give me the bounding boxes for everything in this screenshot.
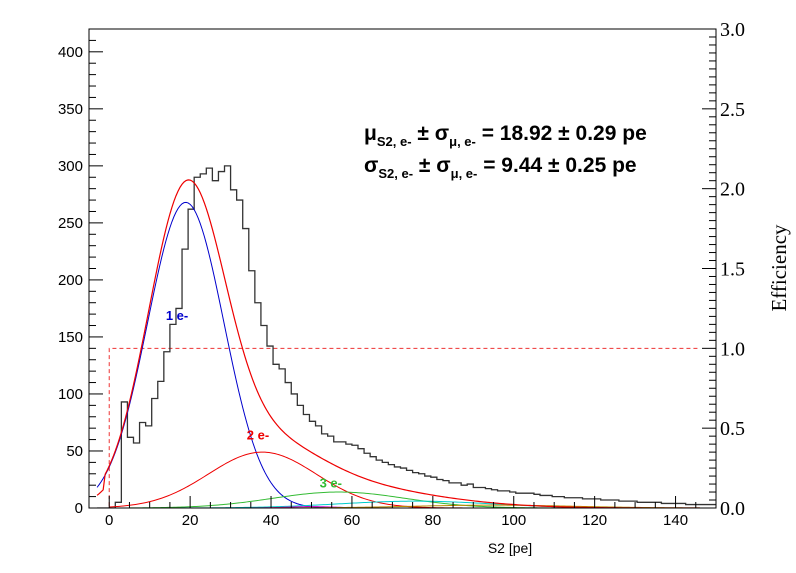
y2-tick-label: 0.5 [720,418,745,440]
y-tick-label: 100 [58,386,83,403]
annotation-sigma-sub2: μ, e- [451,166,478,181]
efficiency-curve [97,347,700,508]
plot-frame [88,28,717,509]
plot-inner [96,165,716,508]
y2-tick-label: 1.0 [720,338,745,360]
annotation-mu-sub2: μ, e- [449,134,476,149]
x-tick-label: 120 [582,512,607,529]
y2-tick-label: 3.0 [720,19,745,41]
data-histogram [97,165,716,508]
component-curve-2 [109,451,514,508]
annotation-mu-value: = 18.92 ± 0.29 pe [476,122,647,145]
annotation-mu: μS2, e- ± σμ, e- = 18.92 ± 0.29 pe [364,122,647,149]
annotation-mu-pm: ± σ [412,122,450,145]
y-tick-label: 400 [58,44,83,61]
x-tick-label: 0 [105,512,113,529]
component-label: 2 e- [247,428,269,443]
annotation-sigma-symbol: σ [364,154,378,177]
y-tick-label: 50 [66,443,83,460]
component-label: 1 e- [166,308,188,323]
annotation-sigma: σS2, e- ± σμ, e- = 9.44 ± 0.25 pe [364,154,637,181]
x-tick-label: 100 [501,512,526,529]
y-tick-label: 250 [58,215,83,232]
component-labels: 1 e- 2 e- 3 e- [166,308,342,491]
y2-axis-label: Efficiency [767,224,791,312]
y-tick-label: 0 [75,500,83,517]
y-tick-label: 150 [58,329,83,346]
y-axis-left: 0 50 100 150 200 250 300 350 400 [58,28,103,517]
component-curve-1 [96,201,352,508]
y-tick-label: 300 [58,158,83,175]
x-tick-label: 80 [424,512,441,529]
x-tick-label: 40 [263,512,280,529]
x-tick-label: 60 [344,512,361,529]
x-tick-label: 140 [663,512,688,529]
annotation-mu-symbol: μ [364,122,377,145]
y-axis-right: 0.0 0.5 1.0 1.5 2.0 2.5 3.0 [702,19,745,520]
x-axis-label: S2 [pe] [488,540,532,556]
y2-tick-label: 1.5 [720,259,745,281]
x-axis: 0 20 40 60 80 100 120 140 [88,496,717,529]
annotation-sigma-sub: S2, e- [378,166,413,181]
annotation-mu-sub: S2, e- [377,134,412,149]
component-label: 3 e- [320,475,342,490]
y-tick-label: 200 [58,272,83,289]
annotation-sigma-pm: ± σ [413,154,451,177]
y2-tick-label: 0.0 [720,498,745,520]
y2-tick-label: 2.5 [720,99,745,121]
y2-tick-label: 2.0 [720,179,745,201]
x-tick-label: 20 [182,512,199,529]
y-tick-label: 350 [58,101,83,118]
plot-area [96,165,716,508]
annotation-sigma-value: = 9.44 ± 0.25 pe [477,154,636,177]
